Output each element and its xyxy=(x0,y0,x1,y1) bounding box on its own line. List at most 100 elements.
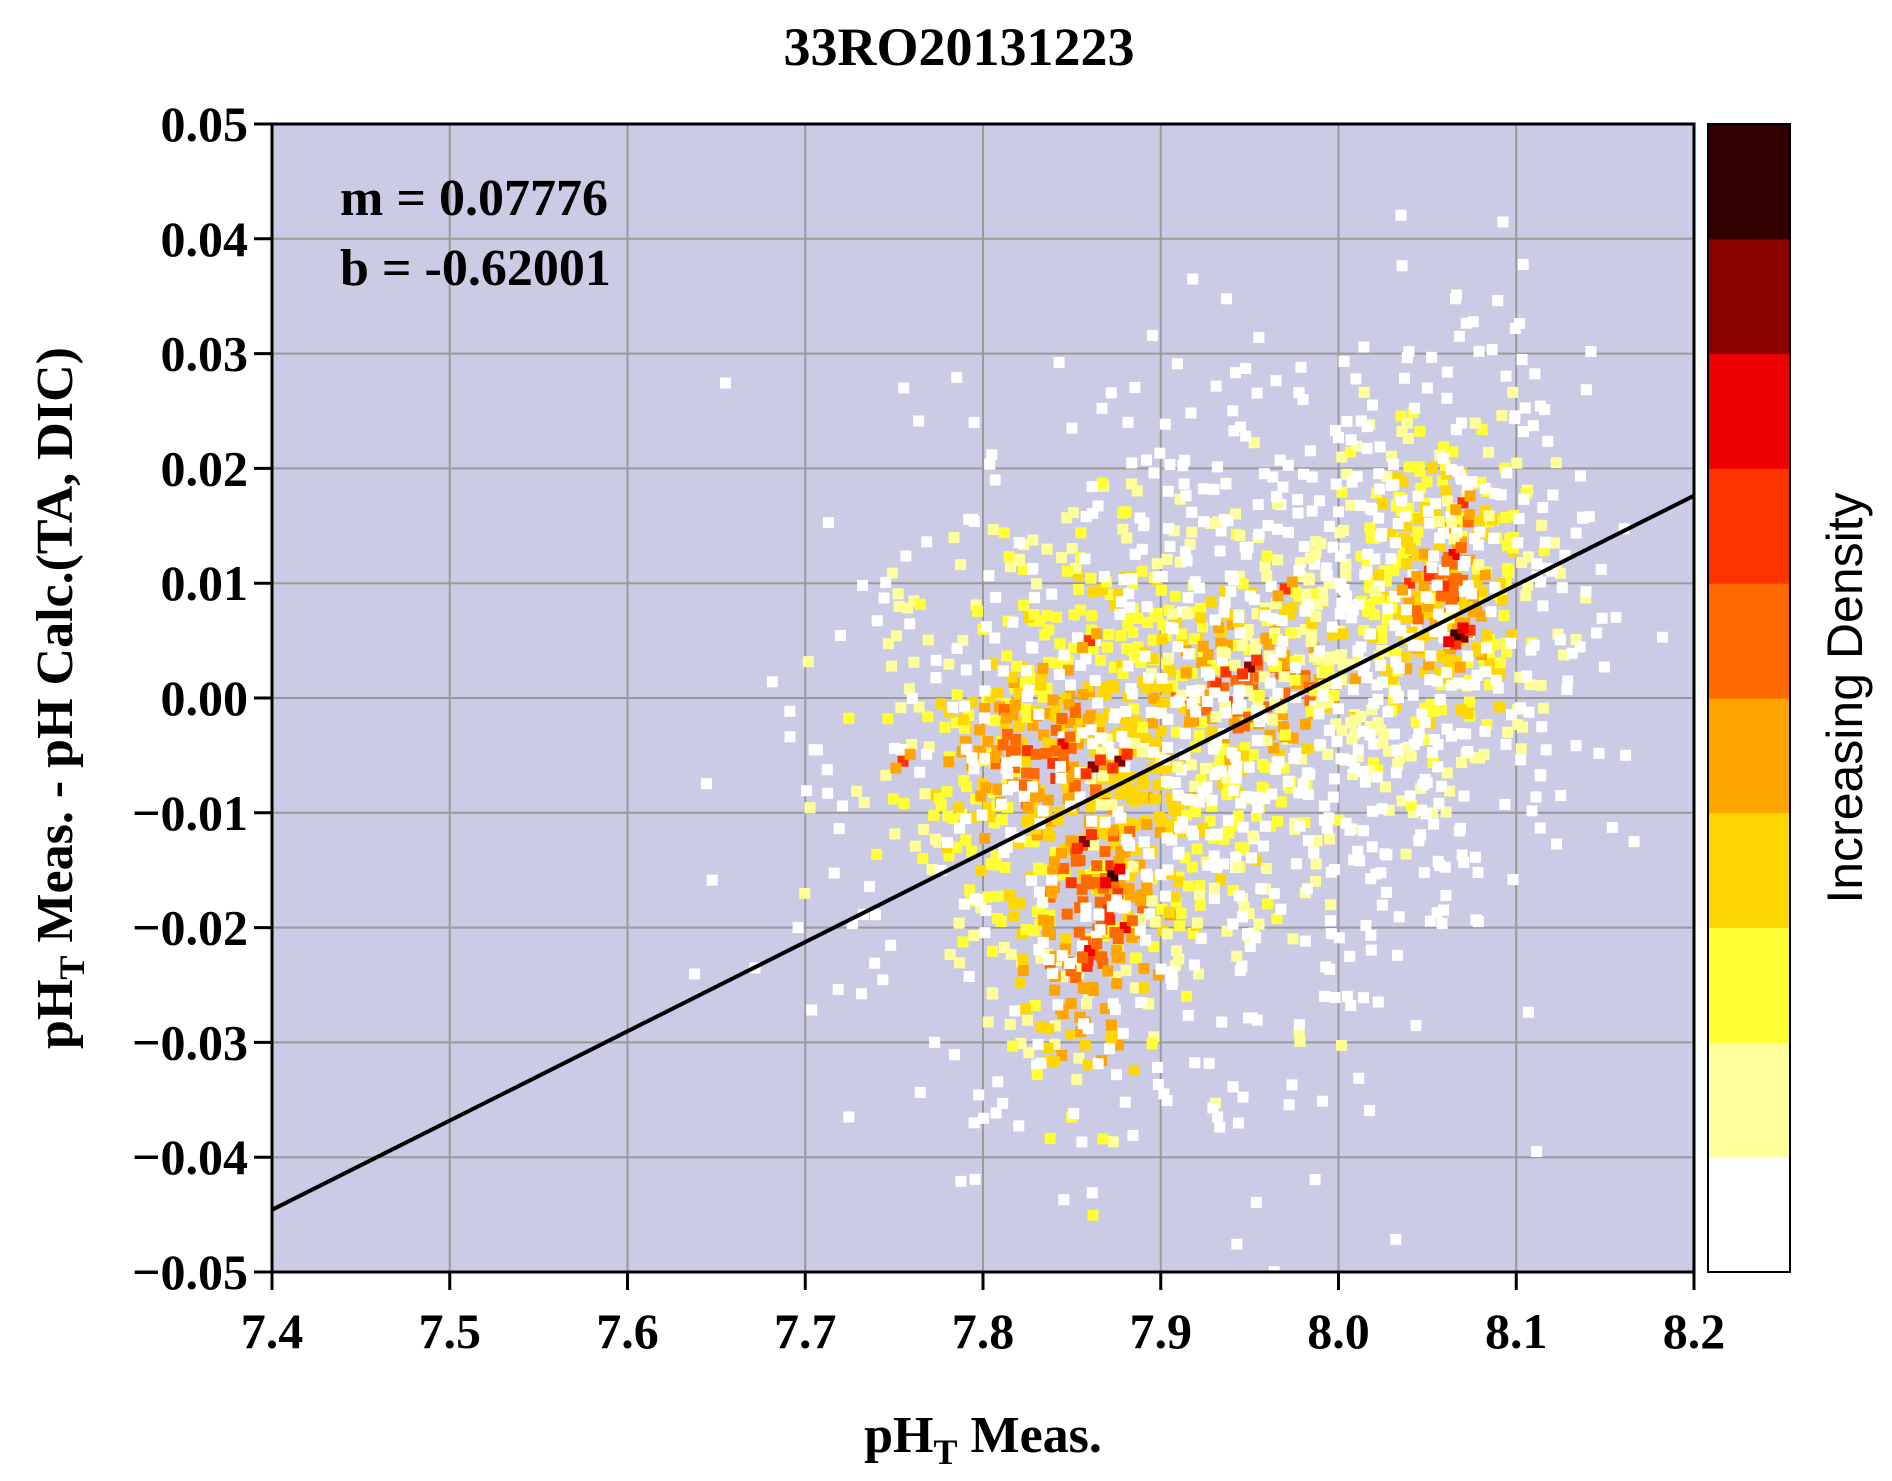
data-point xyxy=(1016,736,1028,748)
data-point xyxy=(1218,513,1230,525)
data-point xyxy=(1010,733,1022,745)
data-point xyxy=(1143,908,1155,920)
data-point xyxy=(1410,1020,1422,1032)
data-point xyxy=(1017,964,1029,976)
data-point xyxy=(1008,910,1020,922)
data-point xyxy=(822,787,834,799)
data-point xyxy=(968,930,980,942)
data-point xyxy=(987,523,999,535)
data-point xyxy=(1262,520,1274,532)
data-point xyxy=(869,957,881,969)
x-tick-label: 7.4 xyxy=(241,1303,304,1359)
data-point xyxy=(1215,874,1227,886)
data-point xyxy=(900,550,912,562)
data-point xyxy=(1328,690,1340,702)
data-point xyxy=(1168,525,1180,537)
data-point xyxy=(1550,838,1562,850)
data-point xyxy=(1233,1117,1245,1129)
data-point xyxy=(1220,666,1232,678)
data-point xyxy=(864,880,876,892)
data-point xyxy=(1535,679,1547,691)
data-point xyxy=(1045,815,1057,827)
data-point xyxy=(843,712,855,724)
data-point xyxy=(1196,657,1208,669)
data-point xyxy=(869,909,881,921)
data-point xyxy=(784,705,796,717)
data-point xyxy=(1391,472,1403,484)
data-point xyxy=(1053,356,1065,368)
data-point xyxy=(1029,999,1041,1011)
data-point xyxy=(1269,627,1281,639)
data-point xyxy=(1347,769,1359,781)
data-point xyxy=(1319,665,1331,677)
data-point xyxy=(1119,737,1131,749)
data-point xyxy=(1161,683,1173,695)
data-point xyxy=(980,782,992,794)
data-point xyxy=(1188,633,1200,645)
data-point xyxy=(1102,641,1114,653)
data-point xyxy=(889,828,901,840)
data-point xyxy=(1535,576,1547,588)
data-point xyxy=(1371,771,1383,783)
data-point xyxy=(979,712,991,724)
data-point xyxy=(1395,410,1407,422)
data-point xyxy=(1405,800,1417,812)
data-point xyxy=(1295,361,1307,373)
data-point xyxy=(1334,577,1346,589)
data-point xyxy=(1229,367,1241,379)
data-point xyxy=(1264,677,1276,689)
data-point xyxy=(990,591,1002,603)
data-point xyxy=(1392,759,1404,771)
data-point xyxy=(1340,558,1352,570)
data-point xyxy=(997,665,1009,677)
data-point xyxy=(1238,902,1250,914)
data-point xyxy=(1163,523,1175,535)
data-point xyxy=(1464,696,1476,708)
data-point xyxy=(1070,836,1082,848)
data-point xyxy=(1377,737,1389,749)
data-point xyxy=(1219,596,1231,608)
data-point xyxy=(1275,646,1287,658)
data-point xyxy=(1186,667,1198,679)
data-point xyxy=(1189,1057,1201,1069)
data-point xyxy=(1293,1026,1305,1038)
data-point xyxy=(1580,586,1592,598)
data-point xyxy=(1001,784,1013,796)
data-point xyxy=(1546,565,1558,577)
data-point xyxy=(1032,1038,1044,1050)
data-point xyxy=(1156,701,1168,713)
data-point xyxy=(1056,950,1068,962)
data-point xyxy=(1087,643,1099,655)
data-point xyxy=(1610,611,1622,623)
data-point xyxy=(1233,570,1245,582)
data-point xyxy=(1190,806,1202,818)
data-point xyxy=(1227,1081,1239,1093)
data-point xyxy=(1267,654,1279,666)
data-point xyxy=(1322,697,1334,709)
data-point xyxy=(1141,880,1153,892)
data-point xyxy=(1152,969,1164,981)
data-point xyxy=(1392,605,1404,617)
data-point xyxy=(1249,644,1261,656)
data-point xyxy=(1411,590,1423,602)
data-point xyxy=(1374,441,1386,453)
data-point xyxy=(1204,815,1216,827)
data-point xyxy=(885,939,897,951)
data-point xyxy=(1291,494,1303,506)
data-point xyxy=(1323,812,1335,824)
data-point xyxy=(1070,562,1082,574)
data-point xyxy=(1593,747,1605,759)
data-point xyxy=(1228,425,1240,437)
data-point xyxy=(1043,1023,1055,1035)
data-point xyxy=(1447,446,1459,458)
data-point xyxy=(1160,890,1172,902)
y-axis: 0.050.040.030.020.010.00−0.01−0.02−0.03−… xyxy=(132,96,272,1300)
data-point xyxy=(1250,810,1262,822)
data-point xyxy=(1340,817,1352,829)
y-tick-label: −0.03 xyxy=(132,1014,248,1070)
data-point xyxy=(1115,845,1127,857)
data-point xyxy=(1211,828,1223,840)
data-point xyxy=(871,848,883,860)
data-point xyxy=(1092,697,1104,709)
data-point xyxy=(1170,726,1182,738)
